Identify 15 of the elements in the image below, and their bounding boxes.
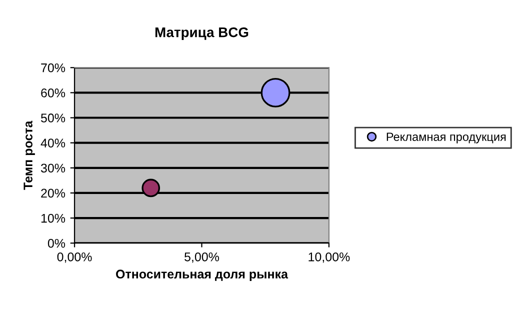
y-tick-label: 60% bbox=[41, 88, 66, 98]
y-tick-label: 10% bbox=[41, 214, 66, 223]
y-axis-title: Темп роста bbox=[24, 120, 35, 190]
y-tick-label: 0% bbox=[48, 238, 66, 248]
x-tick-label: 0,00% bbox=[57, 252, 92, 263]
legend-label: Рекламная продукция bbox=[386, 132, 506, 144]
y-tick-label: 30% bbox=[40, 164, 66, 173]
chart-title: Матрица BCG bbox=[155, 27, 248, 40]
y-tick-label: 20% bbox=[41, 188, 66, 198]
y-tick-label: 70% bbox=[41, 63, 66, 72]
x-tick-label: 5,00% bbox=[184, 252, 220, 263]
x-axis-title: Относительная доля рынка bbox=[116, 270, 288, 281]
x-tick-label: 10,00% bbox=[308, 252, 350, 263]
y-tick-label: 50% bbox=[40, 114, 66, 122]
y-tick-label: 40% bbox=[40, 138, 66, 148]
